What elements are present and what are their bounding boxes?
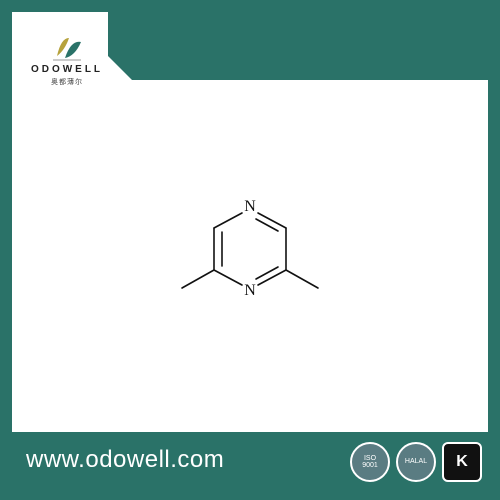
molecule-diagram: N N bbox=[170, 193, 330, 323]
cert-badge-kosher: K bbox=[442, 442, 482, 482]
website-url[interactable]: www.odowell.com bbox=[26, 446, 224, 474]
product-card: ODOWELL 奥都薄尔 N N www. bbox=[0, 0, 500, 500]
cert-badge-iso: ISO9001 bbox=[350, 442, 390, 482]
certification-badges: ISO9001 HALAL K bbox=[350, 442, 482, 482]
diagram-region: N N bbox=[18, 86, 482, 430]
atom-label-n-top: N bbox=[244, 198, 256, 215]
logo-wordmark: ODOWELL bbox=[31, 64, 103, 75]
atom-label-n-bottom: N bbox=[244, 282, 256, 299]
logo-leaf-icon bbox=[47, 34, 87, 62]
bottom-band: www.odowell.com ISO9001 HALAL K bbox=[12, 432, 488, 488]
logo-subtext: 奥都薄尔 bbox=[51, 77, 83, 87]
cert-badge-halal: HALAL bbox=[396, 442, 436, 482]
top-band: ODOWELL 奥都薄尔 bbox=[12, 12, 488, 80]
